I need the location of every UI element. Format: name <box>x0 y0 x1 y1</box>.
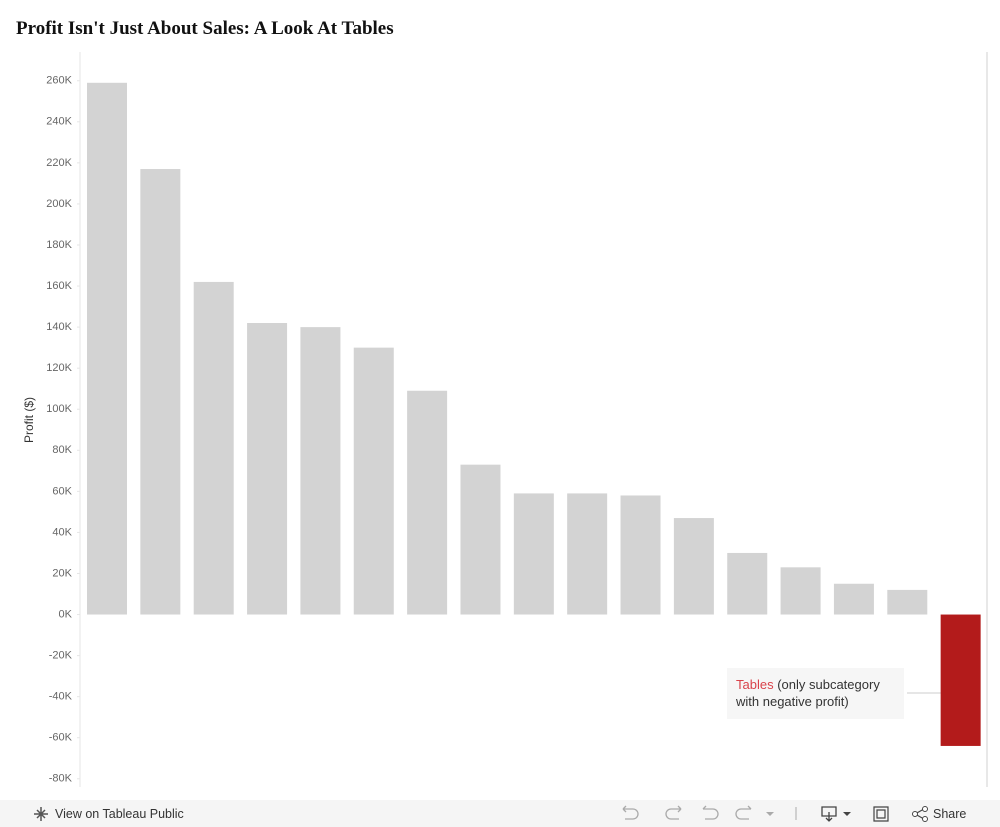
redo-icon[interactable] <box>665 805 682 820</box>
revert-icon[interactable] <box>702 805 719 820</box>
y-tick-label: 140K <box>46 321 72 333</box>
bar <box>460 464 501 615</box>
y-tick-label: 0K <box>59 608 73 620</box>
y-tick-label: 220K <box>46 157 72 169</box>
y-tick-label: 120K <box>46 362 72 374</box>
bar <box>87 82 127 615</box>
bar <box>193 281 234 615</box>
bar <box>833 583 874 615</box>
bar <box>673 518 714 615</box>
bar <box>780 567 821 615</box>
bar <box>300 327 341 615</box>
toolbar-icons <box>622 805 928 822</box>
y-tick-label: 260K <box>46 75 72 87</box>
y-tick-label: 20K <box>52 567 72 579</box>
y-tick-label: 80K <box>52 444 72 456</box>
view-link[interactable]: View on Tableau Public <box>55 807 184 821</box>
bar <box>140 169 181 615</box>
bar <box>353 347 394 615</box>
y-tick-label: 160K <box>46 280 72 292</box>
toolbar: View on Tableau Public Share <box>0 800 1000 827</box>
y-tick-label: 100K <box>46 403 72 415</box>
fullscreen-icon[interactable] <box>873 806 889 822</box>
y-tick-label: 60K <box>52 485 72 497</box>
y-tick-label: -20K <box>49 650 73 662</box>
annotation: Tables (only subcategory with negative p… <box>727 668 904 719</box>
undo-icon[interactable] <box>622 805 639 820</box>
bar <box>727 552 768 615</box>
y-tick-label: -40K <box>49 691 73 703</box>
download-dropdown[interactable] <box>843 812 851 816</box>
bar <box>513 493 554 615</box>
y-tick-label: 40K <box>52 526 72 538</box>
y-tick-label: 180K <box>46 239 72 251</box>
dropdown[interactable] <box>766 812 774 816</box>
bar <box>940 614 981 746</box>
chart: Profit ($) -80K -60K -40K -20K 0K 20K 40K 60K 80… <box>22 52 988 787</box>
annotation-highlight: Tables <box>736 677 774 692</box>
annotation-text: (only subcategory with negative profit) <box>736 677 880 709</box>
bar <box>887 589 928 615</box>
y-tick-label: -60K <box>49 732 73 744</box>
share-button[interactable]: Share <box>933 807 967 821</box>
y-tick-label: 200K <box>46 198 72 210</box>
bar <box>247 323 288 615</box>
bar <box>407 390 448 615</box>
y-tick-label: 240K <box>46 116 72 128</box>
bar <box>620 495 661 615</box>
chart-title: Profit Isn't Just About Sales: A Look At… <box>16 18 394 39</box>
tableau-icon <box>34 807 48 821</box>
y-tick-label: -80K <box>49 773 73 785</box>
download-icon[interactable] <box>821 806 837 822</box>
bar <box>567 493 608 615</box>
refresh-icon[interactable] <box>735 805 752 820</box>
y-axis-title: Profit ($) <box>22 397 36 443</box>
